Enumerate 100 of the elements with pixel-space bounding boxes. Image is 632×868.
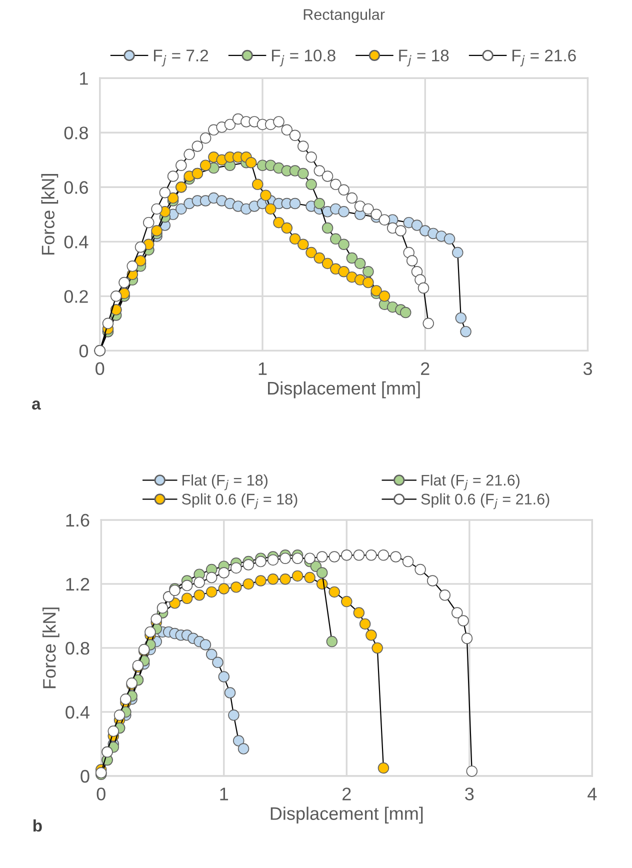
point bbox=[444, 233, 456, 245]
point bbox=[330, 178, 342, 190]
legend-label: F$_{j}$ = 7.2 bbox=[154, 50, 208, 66]
point bbox=[461, 632, 473, 644]
point bbox=[200, 160, 212, 171]
point bbox=[267, 574, 279, 585]
point bbox=[194, 590, 205, 601]
point bbox=[230, 562, 242, 574]
legend-label: F$_{j}$ = 10.8 bbox=[272, 50, 336, 66]
point bbox=[370, 285, 382, 296]
y-tick-label: 0.4 bbox=[64, 236, 88, 248]
x-tick-label: 4 bbox=[588, 788, 597, 800]
y-axis-title: Force [kN] bbox=[42, 608, 60, 688]
point bbox=[176, 203, 187, 215]
point bbox=[232, 735, 244, 746]
point bbox=[292, 570, 304, 582]
point bbox=[400, 306, 412, 318]
point bbox=[316, 551, 328, 562]
point bbox=[452, 246, 464, 258]
y-tick-label: 0.4 bbox=[66, 706, 90, 719]
legend-label: Flat (F$_{j}$ = 21.6) bbox=[422, 474, 520, 490]
point bbox=[306, 246, 317, 258]
x-tick-label: 3 bbox=[583, 362, 592, 376]
point bbox=[366, 630, 377, 641]
point bbox=[298, 168, 309, 180]
point bbox=[322, 222, 334, 234]
point bbox=[328, 586, 340, 598]
point bbox=[126, 260, 138, 272]
x-tick-label: 2 bbox=[342, 788, 351, 800]
point bbox=[346, 192, 358, 204]
point bbox=[102, 318, 114, 330]
point bbox=[304, 572, 316, 584]
point bbox=[322, 258, 334, 270]
point bbox=[372, 642, 383, 654]
point bbox=[458, 615, 469, 626]
y-tick-label: 1 bbox=[80, 72, 88, 85]
point bbox=[273, 216, 284, 228]
legend-label: Split 0.6 (F$_{j}$ = 21.6) bbox=[421, 493, 550, 510]
point bbox=[238, 743, 250, 754]
point bbox=[395, 225, 406, 236]
point bbox=[206, 586, 218, 598]
point bbox=[159, 186, 171, 198]
y-tick-label: 0 bbox=[80, 770, 90, 783]
point bbox=[144, 626, 156, 638]
point bbox=[338, 184, 350, 196]
point bbox=[378, 762, 390, 774]
point bbox=[224, 687, 236, 698]
legend-label: Split 0.6 (F$_{j}$ = 18) bbox=[182, 493, 298, 510]
point bbox=[281, 222, 293, 234]
point bbox=[422, 318, 434, 330]
point bbox=[108, 726, 120, 737]
point bbox=[378, 290, 390, 302]
point bbox=[167, 192, 179, 204]
point bbox=[326, 636, 338, 648]
point bbox=[460, 326, 472, 338]
x-tick-label: 0 bbox=[96, 362, 104, 376]
point bbox=[212, 656, 224, 668]
point bbox=[289, 130, 301, 141]
point bbox=[264, 203, 276, 215]
point bbox=[378, 550, 390, 561]
point bbox=[134, 241, 146, 253]
point bbox=[359, 618, 371, 630]
point bbox=[110, 290, 122, 302]
point bbox=[330, 233, 342, 245]
point bbox=[370, 208, 382, 220]
y-tick-label: 1.2 bbox=[66, 578, 90, 590]
point bbox=[402, 556, 414, 568]
point bbox=[341, 550, 352, 561]
y-tick-label: 0 bbox=[79, 344, 88, 358]
point bbox=[466, 766, 478, 777]
point bbox=[353, 607, 365, 618]
point bbox=[362, 276, 374, 288]
point bbox=[150, 614, 162, 625]
point bbox=[289, 233, 301, 245]
point bbox=[151, 203, 162, 215]
point bbox=[281, 124, 293, 136]
point bbox=[322, 170, 334, 182]
x-tick-label: 1 bbox=[258, 362, 267, 375]
point bbox=[353, 550, 365, 561]
x-tick-label: 3 bbox=[465, 788, 474, 800]
point bbox=[194, 576, 205, 588]
point bbox=[273, 116, 284, 128]
legend-label: F$_{j}$ = 21.6 bbox=[512, 50, 576, 66]
x-axis-title: Displacement [mm] bbox=[270, 806, 423, 824]
point bbox=[245, 156, 257, 168]
point bbox=[206, 572, 218, 584]
point bbox=[304, 552, 316, 564]
text: a bbox=[32, 400, 41, 410]
point bbox=[280, 552, 291, 564]
point bbox=[362, 266, 374, 278]
point bbox=[306, 178, 317, 190]
point bbox=[292, 552, 304, 564]
point bbox=[314, 252, 326, 264]
point bbox=[120, 694, 132, 705]
point bbox=[378, 214, 390, 226]
point bbox=[298, 140, 309, 152]
x-axis-title: Displacement [mm] bbox=[268, 381, 420, 398]
point bbox=[252, 178, 264, 190]
point bbox=[341, 596, 352, 608]
point bbox=[156, 602, 168, 614]
